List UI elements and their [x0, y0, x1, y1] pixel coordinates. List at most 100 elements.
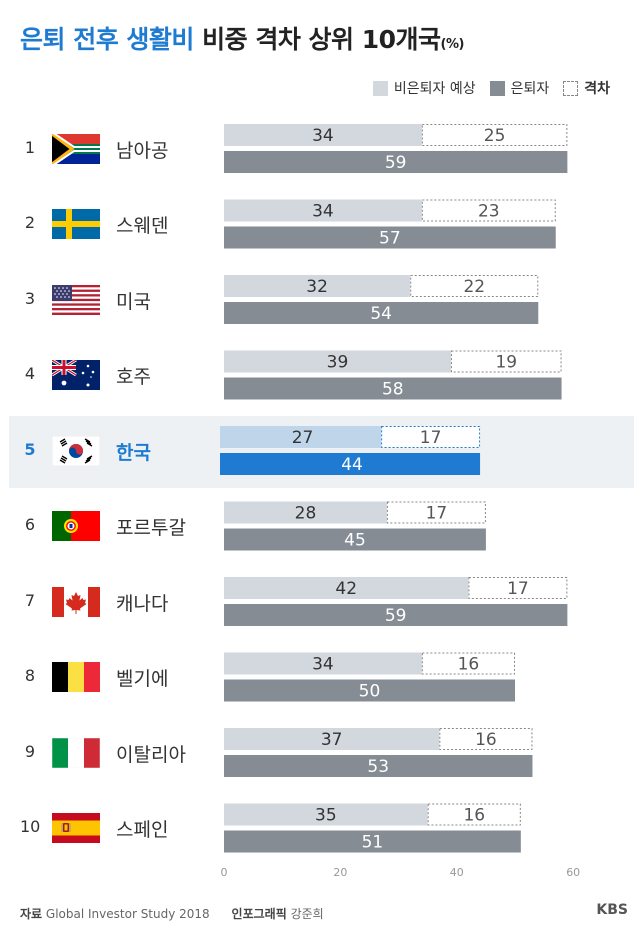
credit-label: 인포그래픽	[231, 907, 287, 921]
post-bar	[224, 302, 539, 324]
gap-bar	[450, 350, 562, 373]
gap-bar	[439, 728, 533, 750]
chart-title-unit: (%)	[440, 37, 465, 52]
country-name: 스웨덴	[116, 215, 169, 237]
post-value-label: 54	[370, 304, 392, 324]
pre-bar	[224, 350, 451, 373]
legend-swatch-post	[489, 80, 505, 96]
x-tick-label: 60	[566, 866, 580, 879]
post-value-label: 45	[344, 531, 366, 551]
korea-flag-icon	[52, 435, 100, 466]
australia-flag-icon	[52, 360, 100, 390]
gap-value-label: 17	[420, 428, 442, 448]
pre-bar	[224, 577, 469, 599]
country-name: 캐나다	[116, 592, 169, 615]
country-name: 포르투갈	[116, 517, 186, 539]
chart-title: 은퇴 전후 생활비 비중 격차 상위 10개국(%)	[20, 20, 464, 56]
post-bar	[224, 528, 486, 551]
country-name: 스페인	[116, 819, 169, 841]
post-value-label: 51	[362, 833, 384, 853]
rank-number: 1	[24, 137, 36, 157]
south-africa-flag-icon	[52, 133, 100, 164]
rank-number: 3	[24, 288, 36, 308]
post-value-label: 58	[382, 380, 404, 400]
x-tick-label: 20	[333, 866, 347, 879]
country-name: 호주	[116, 366, 151, 388]
post-bar	[224, 830, 521, 853]
usa-flag-icon	[52, 284, 100, 315]
pre-bar	[224, 501, 387, 524]
pre-value-label: 27	[292, 428, 314, 448]
rank-number: 6	[24, 515, 36, 534]
legend-swatch-gap	[563, 80, 579, 96]
post-value-label: 57	[379, 229, 401, 249]
country-name: 남아공	[116, 139, 169, 162]
credit-name: 강준희	[290, 907, 324, 921]
belgium-flag-icon	[52, 662, 100, 692]
post-bar	[224, 755, 533, 777]
pre-bar	[224, 124, 422, 146]
gap-value-label: 17	[426, 504, 448, 524]
source-label: 자료	[20, 907, 43, 921]
rank-number: 8	[24, 666, 36, 685]
post-bar	[224, 377, 562, 400]
gap-value-label: 25	[484, 126, 506, 146]
legend-label-gap: 격차	[584, 81, 610, 97]
legend-label-pre: 비은퇴자 예상	[393, 81, 476, 97]
rank-number: 4	[24, 364, 36, 383]
gap-bar	[421, 124, 568, 146]
post-value-label: 50	[359, 682, 381, 702]
kbs-logo: KBS	[596, 902, 628, 918]
x-tick-label: 0	[221, 866, 228, 879]
sweden-flag-icon	[52, 209, 100, 239]
pre-bar	[224, 652, 422, 675]
pre-value-label: 28	[295, 504, 317, 524]
post-value-label: 59	[385, 153, 407, 173]
chart-title-highlight: 은퇴 전후 생활비	[20, 25, 194, 54]
gap-value-label: 16	[475, 730, 497, 750]
gap-value-label: 19	[495, 353, 517, 373]
legend-item-pre: 비은퇴자 예상	[372, 78, 476, 98]
gap-bar	[421, 652, 516, 675]
post-value-label: 44	[341, 455, 363, 475]
rank-number: 7	[24, 590, 36, 610]
legend-label-post: 은퇴자	[510, 81, 550, 97]
post-bar	[224, 604, 568, 626]
rank-number: 2	[24, 213, 36, 232]
post-bar	[224, 679, 515, 702]
pre-bar	[224, 728, 440, 750]
gap-bar	[468, 577, 568, 599]
gap-bar	[386, 501, 486, 524]
post-value-label: 53	[367, 757, 389, 777]
gap-value-label: 16	[463, 806, 485, 826]
rank-number: 10	[20, 817, 41, 836]
canada-flag-icon	[52, 586, 100, 617]
pre-bar	[224, 275, 411, 297]
rank-number: 5	[24, 439, 36, 459]
gap-value-label: 16	[458, 655, 480, 675]
legend: 비은퇴자 예상 은퇴자 격차	[359, 78, 610, 98]
pre-value-label: 34	[312, 202, 334, 222]
rank-number: 9	[24, 741, 36, 761]
pre-value-label: 39	[327, 353, 349, 373]
gap-value-label: 23	[478, 202, 500, 222]
post-bar	[224, 226, 556, 249]
country-name: 이탈리아	[116, 743, 186, 766]
pre-value-label: 34	[312, 126, 334, 146]
source-text: Global Investor Study 2018	[45, 907, 210, 921]
gap-bar	[427, 803, 521, 826]
gap-value-label: 17	[507, 579, 529, 599]
footer: 자료 Global Investor Study 2018 인포그래픽 강준희	[20, 905, 324, 922]
gap-bar	[381, 426, 481, 448]
italy-flag-icon	[52, 737, 100, 768]
gap-bar	[410, 275, 539, 297]
country-name: 한국	[116, 441, 151, 464]
chart-title-rest: 비중 격차 상위 10개국	[202, 25, 441, 54]
post-bar	[220, 453, 481, 475]
pre-bar	[224, 803, 428, 826]
pre-bar	[224, 199, 422, 222]
gap-bar	[421, 199, 556, 222]
legend-swatch-pre	[372, 80, 388, 96]
x-tick-label: 40	[450, 866, 464, 879]
